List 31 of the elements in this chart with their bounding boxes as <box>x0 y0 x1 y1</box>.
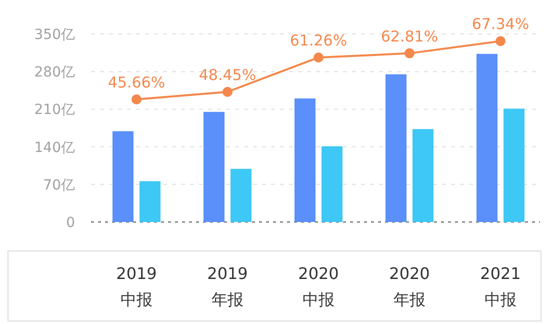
bar <box>294 98 316 222</box>
point <box>404 48 414 58</box>
bar <box>412 129 434 222</box>
bar <box>504 108 524 222</box>
data-label: 62.81% <box>380 27 438 46</box>
y-tick-label: 140亿 <box>34 140 75 156</box>
data-label: 67.34% <box>472 15 530 34</box>
x-tick-label: 2020 中报 <box>298 264 339 309</box>
bar <box>386 74 406 222</box>
y-tick-label: 280亿 <box>34 64 75 81</box>
bar <box>112 131 134 222</box>
x-tick-label: 2019 年报 <box>207 264 248 309</box>
point <box>132 94 142 104</box>
bar <box>476 54 498 222</box>
y-tick-label: 210亿 <box>34 102 75 118</box>
x-tick-label: 2019 中报 <box>116 264 157 309</box>
point <box>222 86 232 97</box>
point <box>314 52 324 62</box>
bar <box>140 181 160 222</box>
bar <box>322 146 342 222</box>
data-label: 61.26% <box>290 31 348 50</box>
y-tick-label: 0 <box>66 215 75 231</box>
x-tick-label: 2021 中报 <box>480 264 521 309</box>
data-label: 45.66% <box>108 73 166 92</box>
bar <box>230 168 252 222</box>
point <box>496 36 506 46</box>
y-tick-label: 350亿 <box>34 27 75 43</box>
data-label: 48.45% <box>198 66 256 84</box>
x-tick-label: 2020 年报 <box>389 264 430 309</box>
bar <box>204 112 224 222</box>
y-tick-label: 70亿 <box>43 177 75 194</box>
